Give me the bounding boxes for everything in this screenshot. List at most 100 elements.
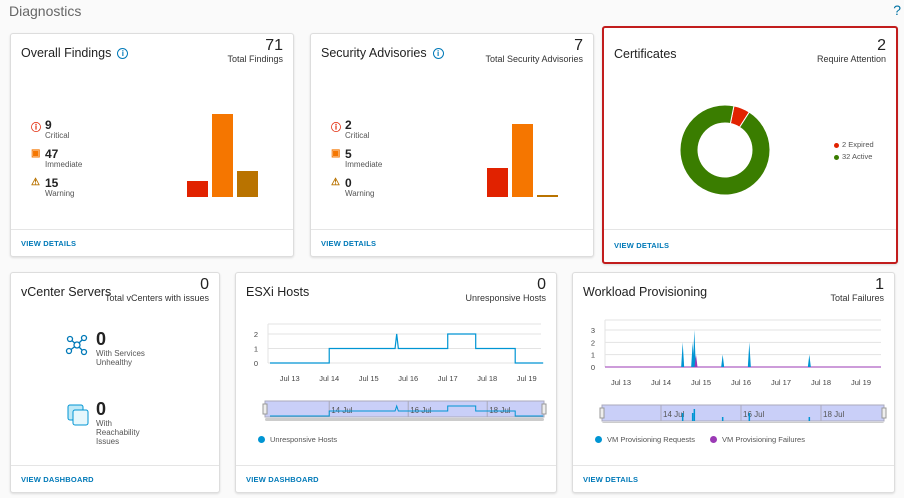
immediate-label: Immediate xyxy=(345,160,383,169)
card-title: Workload Provisioning xyxy=(583,285,708,299)
critical-icon: ⓘ xyxy=(331,123,341,134)
y-tick-label: 1 xyxy=(591,351,595,360)
advisories-bar-chart xyxy=(487,124,567,197)
navigator-tick-label: 18 Jul xyxy=(823,410,845,419)
navigator-tick-label: 16 Jul xyxy=(743,410,765,419)
card-title: Certificates xyxy=(614,47,677,61)
critical-count: 2 xyxy=(345,118,352,132)
failure-spike xyxy=(694,354,698,367)
warning-label: Warning xyxy=(345,189,375,198)
immediate-count: 47 xyxy=(45,147,59,161)
immediate-icon: ▣ xyxy=(31,148,41,159)
reachability-icon xyxy=(67,404,89,426)
slice-active xyxy=(679,104,771,196)
x-tick-label: Jul 17 xyxy=(771,378,791,387)
total-findings-label: Total Findings xyxy=(227,54,283,64)
view-details-link[interactable]: VIEW DETAILS xyxy=(583,475,639,484)
bar-immediate xyxy=(212,114,233,197)
certificates-card: Certificates 2 Require Attention 2 Expir… xyxy=(602,26,898,264)
request-spike xyxy=(692,330,696,367)
legend-requests: VM Provisioning Requests xyxy=(595,435,695,444)
info-icon[interactable]: i xyxy=(432,48,444,59)
critical-label: Critical xyxy=(345,131,370,140)
workload-count: 1 xyxy=(875,276,884,293)
legend-active: 32 Active xyxy=(834,152,872,161)
security-advisories-card: Security Advisories i 7 Total Security Ad… xyxy=(310,33,594,257)
bar-warning xyxy=(237,170,258,197)
view-dashboard-link[interactable]: VIEW DASHBOARD xyxy=(21,475,94,484)
certificates-donut-chart xyxy=(679,104,771,196)
critical-label: Critical xyxy=(45,131,70,140)
esxi-label: Unresponsive Hosts xyxy=(465,293,546,303)
bar-critical xyxy=(187,181,208,197)
x-tick-label: Jul 16 xyxy=(731,378,751,387)
series-unresponsive-hosts xyxy=(269,333,544,364)
esxi-count: 0 xyxy=(537,276,546,293)
navigator-handle xyxy=(541,403,547,415)
help-button[interactable]: ? xyxy=(893,2,901,18)
navigator-scrollbar xyxy=(265,418,544,421)
x-tick-label: Jul 15 xyxy=(359,374,379,383)
immediate-icon: ▣ xyxy=(331,148,341,159)
certificates-count: 2 xyxy=(877,37,886,54)
info-icon[interactable]: i xyxy=(117,48,129,59)
page-title: Diagnostics xyxy=(9,3,82,19)
vcenter-count: 0 xyxy=(200,276,209,293)
esxi-line-chart: 0 1 2 Jul 13 Jul 14 Jul 15 Jul 16 Jul 17 Jul 18 J… xyxy=(254,323,547,421)
card-title: Overall Findings xyxy=(21,46,112,60)
warning-count: 15 xyxy=(45,176,59,190)
x-tick-label: Jul 13 xyxy=(611,378,631,387)
immediate-label: Immediate xyxy=(45,160,83,169)
x-tick-label: Jul 18 xyxy=(811,378,831,387)
reach-count: 0 xyxy=(96,399,107,419)
overall-findings-card: Overall Findings i 71 Total Findings ⓘ 9 Cr… xyxy=(10,33,294,257)
request-spike xyxy=(681,342,685,367)
total-advisories-label: Total Security Advisories xyxy=(485,54,583,64)
request-spike xyxy=(807,354,811,367)
total-advisories-count: 7 xyxy=(574,37,583,54)
reach-label: With Reachability Issues xyxy=(96,419,140,446)
navigator-handle xyxy=(881,407,887,419)
x-tick-label: Jul 19 xyxy=(517,374,537,383)
y-tick-label: 0 xyxy=(591,363,595,372)
card-title: Security Advisories xyxy=(321,46,427,60)
y-tick-label: 1 xyxy=(254,345,258,354)
view-details-link[interactable]: VIEW DETAILS xyxy=(321,239,377,248)
navigator-handle xyxy=(262,403,268,415)
legend-unresponsive-hosts: Unresponsive Hosts xyxy=(258,435,337,444)
immediate-count: 5 xyxy=(345,147,352,161)
request-spike xyxy=(747,342,751,367)
x-tick-label: Jul 17 xyxy=(438,374,458,383)
view-details-link[interactable]: VIEW DETAILS xyxy=(614,241,670,250)
view-dashboard-link[interactable]: VIEW DASHBOARD xyxy=(246,475,319,484)
vcenter-servers-card: vCenter Servers 0 Total vCenters with is… xyxy=(10,272,220,493)
certificates-label: Require Attention xyxy=(816,54,886,64)
critical-count: 9 xyxy=(45,118,52,132)
warning-icon: ⚠ xyxy=(31,177,40,188)
bar-immediate xyxy=(512,124,533,197)
findings-bar-chart xyxy=(187,114,267,197)
warning-count: 0 xyxy=(345,176,352,190)
critical-icon: ⓘ xyxy=(31,123,41,134)
x-tick-label: Jul 14 xyxy=(319,374,339,383)
view-details-link[interactable]: VIEW DETAILS xyxy=(21,239,77,248)
warning-icon: ⚠ xyxy=(331,177,340,188)
workload-label: Total Failures xyxy=(830,293,884,303)
legend-expired: 2 Expired xyxy=(834,140,874,149)
warning-label: Warning xyxy=(45,189,75,198)
vcenter-label: Total vCenters with issues xyxy=(104,293,209,303)
total-findings-count: 71 xyxy=(265,37,283,54)
services-count: 0 xyxy=(96,329,107,349)
bar-warning xyxy=(537,195,558,197)
x-tick-label: Jul 15 xyxy=(691,378,711,387)
card-title: ESXi Hosts xyxy=(246,285,310,299)
workload-line-chart: 0 1 2 3 Jul 13 Jul 14 Jul 15 Jul 16 Jul 17 Jul 18… xyxy=(591,319,887,423)
legend-failures: VM Provisioning Failures xyxy=(710,435,805,444)
x-tick-label: Jul 18 xyxy=(477,374,497,383)
navigator-series xyxy=(269,404,544,417)
card-title: vCenter Servers xyxy=(21,285,112,299)
y-tick-label: 3 xyxy=(591,326,595,335)
x-tick-label: Jul 13 xyxy=(280,374,300,383)
navigator-tick-label: 14 Jul xyxy=(663,410,685,419)
bar-critical xyxy=(487,167,508,197)
